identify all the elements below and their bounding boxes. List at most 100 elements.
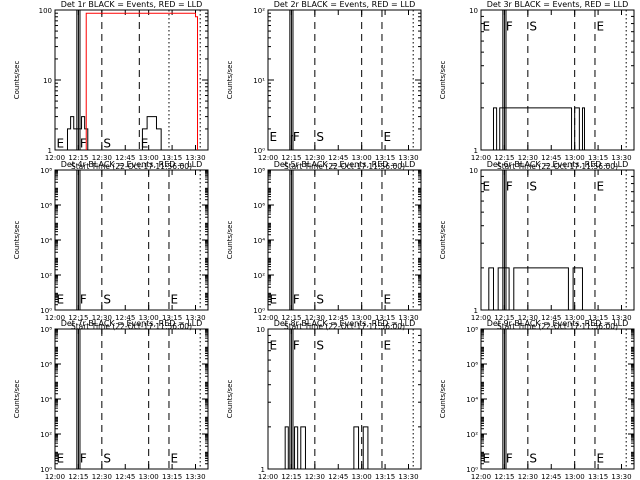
panel-title: Det 5r BLACK = Events, RED = LLD	[274, 160, 416, 169]
marker-label: F	[293, 339, 300, 353]
y-tick-label: 10⁰	[40, 466, 52, 474]
marker-label: F	[80, 137, 87, 151]
marker-label: S	[316, 293, 324, 307]
x-tick-label: 12:45	[328, 473, 348, 480]
x-tick-label: 12:45	[328, 154, 348, 162]
marker-label: E	[383, 130, 391, 144]
marker-label: E	[596, 180, 604, 194]
marker-label: E	[57, 137, 65, 151]
y-axis-label: Counts/sec	[13, 61, 21, 100]
y-tick-label: 100	[39, 7, 52, 15]
y-tick-label: 1	[261, 466, 265, 474]
y-tick-label: 1	[48, 147, 52, 155]
marker-label: F	[293, 130, 300, 144]
x-tick-label: 12:30	[305, 314, 325, 322]
x-tick-label: 13:15	[375, 314, 395, 322]
x-tick-label: 13:30	[398, 473, 418, 480]
marker-label: F	[506, 180, 513, 194]
x-tick-label: 12:45	[115, 314, 135, 322]
x-tick-label: 12:45	[328, 314, 348, 322]
x-tick-label: 12:30	[518, 473, 538, 480]
x-axis-label: Start Time (22-Oct-17 11:56:00)	[497, 322, 618, 331]
x-tick-label: 13:15	[588, 473, 608, 480]
marker-label: F	[80, 452, 87, 466]
y-axis-label: Counts/sec	[439, 61, 447, 100]
marker-label: S	[316, 339, 324, 353]
marker-label: E	[483, 20, 491, 34]
panel-title: Det 6r BLACK = Events, RED = LLD	[487, 160, 629, 169]
x-tick-label: 13:15	[588, 314, 608, 322]
y-tick-label: 10²	[253, 272, 265, 280]
y-tick-label: 10²	[466, 431, 478, 439]
y-tick-label: 10	[469, 7, 478, 15]
plot-frame	[480, 169, 635, 311]
marker-label: E	[170, 293, 178, 307]
x-tick-label: 12:30	[518, 314, 538, 322]
y-tick-label: 10	[256, 326, 265, 334]
marker-label: E	[270, 130, 278, 144]
y-tick-label: 10⁶	[40, 202, 52, 210]
marker-label: E	[383, 339, 391, 353]
x-tick-label: 12:00	[258, 314, 278, 322]
x-axis-label: Start Time (22-Oct-17 11:56:00)	[284, 162, 405, 171]
y-axis-label: Counts/sec	[13, 221, 21, 260]
y-tick-label: 10²	[40, 272, 52, 280]
x-tick-label: 13:30	[611, 314, 631, 322]
y-tick-label: 10⁴	[253, 237, 265, 245]
x-tick-label: 13:30	[185, 154, 205, 162]
x-tick-label: 12:45	[541, 154, 561, 162]
x-tick-label: 13:00	[139, 314, 159, 322]
marker-label: F	[506, 452, 513, 466]
marker-label: E	[57, 293, 65, 307]
y-tick-label: 1	[474, 307, 478, 315]
x-tick-label: 12:00	[45, 154, 65, 162]
y-tick-label: 10⁶	[466, 361, 478, 369]
marker-label: E	[596, 20, 604, 34]
x-tick-label: 13:00	[352, 473, 372, 480]
x-tick-label: 13:15	[162, 473, 182, 480]
panel-title: Det 8r BLACK = Events, RED = LLD	[274, 319, 416, 328]
x-tick-label: 12:30	[92, 154, 112, 162]
y-tick-label: 1	[474, 147, 478, 155]
x-tick-label: 12:30	[518, 154, 538, 162]
marker-label: E	[57, 452, 65, 466]
y-tick-label: 10⁶	[253, 202, 265, 210]
x-tick-label: 12:15	[281, 314, 301, 322]
x-tick-label: 13:00	[352, 314, 372, 322]
x-tick-label: 13:15	[588, 154, 608, 162]
y-tick-label: 10⁸	[466, 326, 478, 334]
x-tick-label: 13:30	[185, 314, 205, 322]
x-tick-label: 12:30	[92, 314, 112, 322]
x-tick-label: 13:15	[162, 154, 182, 162]
x-tick-label: 12:00	[471, 154, 491, 162]
panel-title: Det 2r BLACK = Events, RED = LLD	[274, 0, 416, 9]
marker-label: F	[293, 293, 300, 307]
y-axis-label: Counts/sec	[226, 221, 234, 260]
x-tick-label: 13:30	[185, 473, 205, 480]
marker-label: F	[80, 293, 87, 307]
marker-label: E	[596, 452, 604, 466]
x-tick-label: 13:00	[139, 154, 159, 162]
x-tick-label: 13:00	[352, 154, 372, 162]
y-tick-label: 10⁰	[40, 307, 52, 315]
x-tick-label: 12:30	[305, 473, 325, 480]
x-tick-label: 13:30	[611, 154, 631, 162]
data-series	[492, 107, 585, 151]
y-tick-label: 10⁰	[466, 466, 478, 474]
x-tick-label: 13:15	[162, 314, 182, 322]
x-tick-label: 12:15	[494, 154, 514, 162]
panel-title: Det 3r BLACK = Events, RED = LLD	[487, 0, 629, 9]
y-tick-label: 10⁰	[253, 147, 265, 155]
marker-label: S	[103, 452, 111, 466]
x-tick-label: 13:00	[139, 473, 159, 480]
y-axis-label: Counts/sec	[439, 380, 447, 419]
x-tick-label: 12:15	[281, 154, 301, 162]
y-axis-label: Counts/sec	[13, 380, 21, 419]
data-series	[282, 426, 370, 470]
